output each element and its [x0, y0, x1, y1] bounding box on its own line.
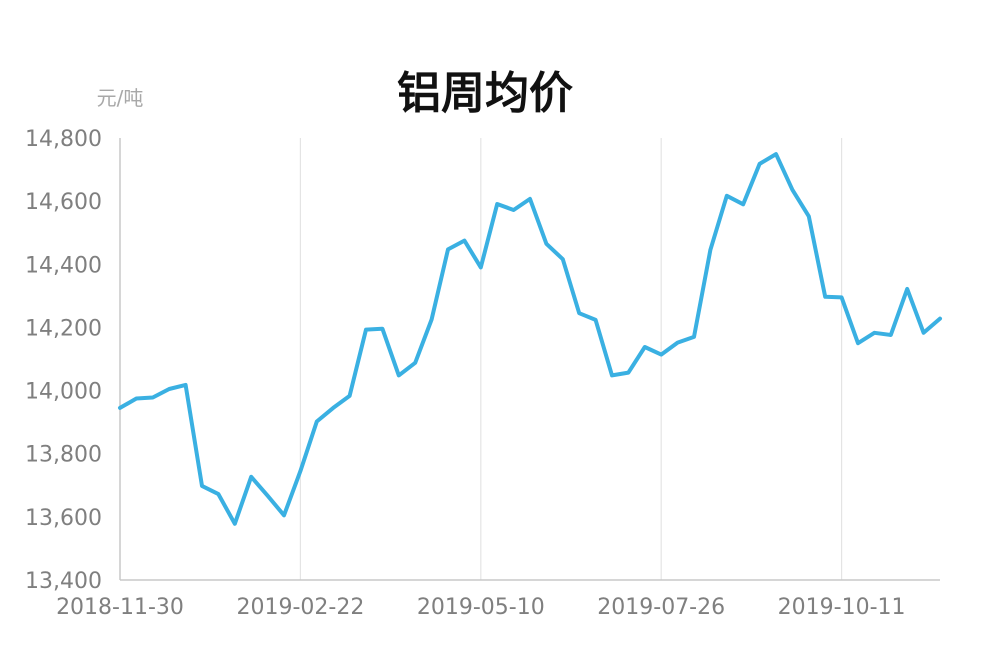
series-layer	[118, 152, 942, 526]
data-point	[708, 248, 712, 252]
data-point	[151, 396, 155, 400]
data-point	[380, 327, 384, 331]
y-tick-label: 13,600	[25, 506, 102, 531]
gridlines	[299, 138, 843, 580]
y-tick-label: 13,400	[25, 569, 102, 594]
data-point	[528, 197, 532, 201]
x-tick-label: 2019-05-10	[417, 595, 545, 620]
y-axis-unit-label: 元/吨	[97, 86, 144, 110]
data-point	[282, 513, 286, 517]
data-point	[364, 328, 368, 332]
data-point	[561, 257, 565, 261]
data-point	[889, 333, 893, 337]
data-point	[692, 335, 696, 339]
data-point	[594, 318, 598, 322]
data-point	[216, 492, 220, 496]
data-point	[479, 265, 483, 269]
data-point	[495, 202, 499, 206]
data-point	[315, 420, 319, 424]
data-point	[856, 341, 860, 345]
data-point	[790, 188, 794, 192]
data-point	[840, 295, 844, 299]
data-point	[184, 383, 188, 387]
data-point	[430, 318, 434, 322]
data-point	[266, 494, 270, 498]
data-point	[348, 394, 352, 398]
data-point	[544, 242, 548, 246]
data-point	[413, 361, 417, 365]
data-point	[905, 287, 909, 291]
data-point	[725, 194, 729, 198]
data-point	[167, 387, 171, 391]
data-point	[823, 295, 827, 299]
data-point	[643, 345, 647, 349]
series-line	[118, 152, 942, 526]
data-point	[118, 406, 122, 410]
x-axis-ticks: 2018-11-30 2019-02-22 2019-05-10 2019-07-26…	[56, 595, 905, 620]
data-point	[298, 469, 302, 473]
data-point	[200, 484, 204, 488]
data-point	[741, 202, 745, 206]
data-point	[331, 406, 335, 410]
data-point	[249, 475, 253, 479]
data-point	[938, 317, 942, 321]
x-tick-label: 2018-11-30	[56, 595, 184, 620]
chart-title: 铝周均价	[397, 68, 573, 119]
data-point	[626, 371, 630, 375]
y-tick-label: 14,400	[25, 253, 102, 278]
data-point	[659, 353, 663, 357]
data-point	[676, 341, 680, 345]
data-point	[233, 522, 237, 526]
data-point	[758, 162, 762, 166]
data-point	[397, 373, 401, 377]
y-tick-label: 13,800	[25, 443, 102, 468]
data-point	[872, 331, 876, 335]
data-point	[446, 247, 450, 251]
y-tick-label: 14,600	[25, 190, 102, 215]
data-point	[922, 331, 926, 335]
data-point	[807, 214, 811, 218]
data-point	[577, 311, 581, 315]
data-point	[134, 396, 138, 400]
data-point	[512, 208, 516, 212]
data-point	[774, 152, 778, 156]
y-tick-label: 14,200	[25, 316, 102, 341]
x-tick-label: 2019-10-11	[778, 595, 906, 620]
data-point	[610, 373, 614, 377]
y-tick-label: 14,000	[25, 380, 102, 405]
x-tick-label: 2019-02-22	[236, 595, 364, 620]
y-axis-ticks: 13,400 13,600 13,800 14,000 14,200 14,400 14,6…	[25, 127, 102, 594]
y-tick-label: 14,800	[25, 127, 102, 152]
x-tick-label: 2019-07-26	[597, 595, 725, 620]
data-point	[462, 239, 466, 243]
